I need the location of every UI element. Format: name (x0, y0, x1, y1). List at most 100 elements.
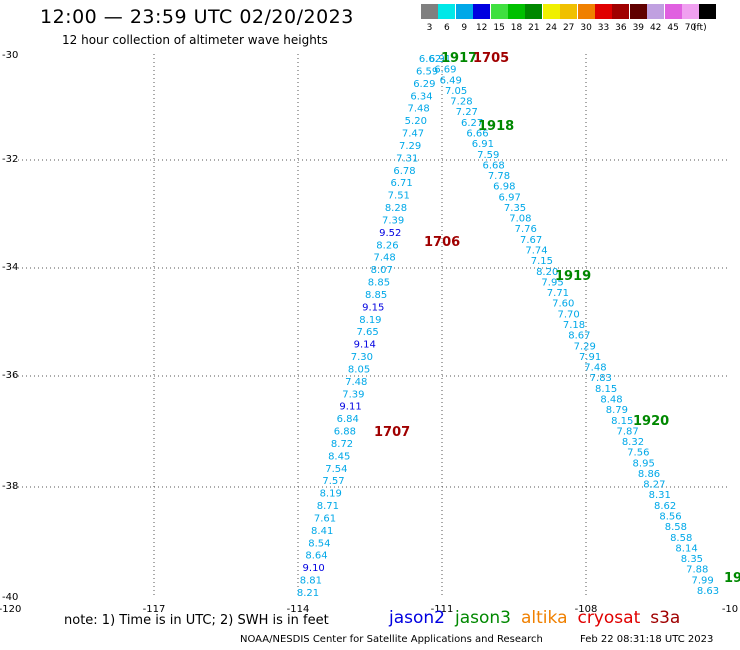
wave-height-value: 8.48 (600, 394, 622, 405)
wave-height-value: 7.39 (382, 215, 404, 226)
wave-height-value: 8.81 (300, 576, 322, 587)
wave-height-value: 9.15 (362, 302, 384, 313)
mission-label: s3a (650, 608, 681, 628)
wave-height-value: 8.27 (643, 480, 665, 491)
wave-height-value: 7.57 (322, 476, 344, 487)
wave-height-value: 8.63 (697, 586, 719, 597)
lon-tick-label: -114 (287, 604, 310, 615)
wave-height-value: 7.18 (563, 320, 585, 331)
scale-label: 12 (475, 23, 488, 33)
wave-height-value: 7.91 (579, 352, 601, 363)
wave-height-value: 7.54 (325, 464, 347, 475)
wave-height-value: 6.91 (472, 139, 494, 150)
scale-swatch (508, 4, 525, 19)
wave-height-value: 7.74 (525, 246, 547, 257)
lon-tick-label: -120 (0, 604, 21, 615)
axis-labels: -120 -117 -114 -111 -108 -10 -30 -32 -34 -36 -38 -4… (0, 50, 738, 615)
mission-label: cryosat (577, 608, 641, 628)
wave-height-value: 8.31 (649, 490, 671, 501)
wave-height-value: 7.27 (456, 107, 478, 118)
wave-height-value: 6.91 (429, 54, 451, 65)
wave-height-value: 7.39 (342, 389, 364, 400)
mission-legend: jason2 jason3 altika cryosat s3a (389, 608, 690, 628)
wave-height-value: 7.65 (356, 327, 378, 338)
wave-height-value: 7.30 (351, 352, 373, 363)
wave-height-value: 8.41 (311, 526, 333, 537)
mission-label: jason2 (389, 608, 445, 628)
lat-tick-label: -38 (2, 481, 18, 492)
wave-height-value: 7.47 (402, 129, 424, 140)
mission-label: altika (521, 608, 568, 628)
map-subtitle: 12 hour collection of altimeter wave hei… (62, 33, 328, 47)
wave-height-value: 7.70 (558, 309, 580, 320)
mission-label: jason3 (455, 608, 511, 628)
wave-height-value: 8.86 (638, 469, 660, 480)
lon-tick-label: -117 (143, 604, 166, 615)
wave-height-value: 8.72 (331, 439, 353, 450)
credit-line: NOAA/NESDIS Center for Satellite Applica… (240, 634, 543, 645)
wave-height-value: 6.97 (499, 192, 521, 203)
scale-label: 24 (545, 23, 558, 33)
wave-height-value: 8.20 (536, 267, 558, 278)
scale-swatch (490, 4, 508, 19)
wave-height-value: 9.10 (303, 563, 325, 574)
pass-time-label: 1918 (478, 119, 514, 134)
wave-height-value: 5.20 (405, 116, 427, 127)
pass-time-label: 1917 (441, 51, 477, 66)
wave-height-value: 8.85 (368, 278, 390, 289)
pass-time-label: 1707 (374, 425, 410, 440)
wave-height-value: 8.58 (665, 522, 687, 533)
scale-swatch (682, 4, 699, 19)
scale-unit: (ft) (693, 23, 707, 33)
scale-label: 21 (528, 23, 540, 33)
wave-height-value: 6.34 (410, 91, 432, 102)
wave-height-value: 6.71 (390, 178, 412, 189)
wave-height-value: 8.54 (308, 538, 330, 549)
wave-height-value: 9.14 (354, 340, 376, 351)
wave-height-value: 8.79 (606, 405, 628, 416)
wave-height-value: 7.83 (590, 373, 612, 384)
wave-height-value: 8.35 (681, 554, 703, 565)
scale-swatch (629, 4, 647, 19)
wave-height-value: 6.49 (440, 75, 462, 86)
lon-tick-label: -111 (431, 604, 454, 615)
wave-height-value: 7.48 (584, 363, 606, 374)
wave-height-value: 7.56 (627, 448, 649, 459)
wave-height-value: 9.52 (379, 228, 401, 239)
wave-height-value: 8.05 (348, 364, 370, 375)
scale-label: 15 (493, 23, 505, 33)
wave-height-value: 8.71 (317, 501, 339, 512)
wave-height-value: 6.29 (413, 79, 435, 90)
pass-time-label: 19 (724, 571, 740, 586)
generated-timestamp: Feb 22 08:31:18 UTC 2023 (580, 634, 714, 645)
wave-height-value: 7.87 (616, 426, 638, 437)
scale-swatch (664, 4, 682, 19)
wave-height-value: 7.29 (574, 341, 596, 352)
wave-height-value: 8.21 (297, 588, 319, 599)
wave-height-value: 7.05 (445, 86, 467, 97)
scale-label: 9 (461, 23, 468, 33)
lat-tick-label: -40 (2, 592, 18, 603)
scale-label: 45 (667, 23, 679, 33)
scale-label: 36 (615, 23, 627, 33)
wave-height-value: 8.19 (320, 489, 342, 500)
wave-height-value: 8.64 (305, 551, 327, 562)
scale-swatch (542, 4, 560, 19)
wave-height-value: 7.61 (314, 513, 336, 524)
scale-label: 6 (444, 23, 450, 33)
wave-height-value: 7.99 (692, 575, 714, 586)
lat-tick-label: -30 (2, 50, 18, 61)
scale-label: 27 (562, 23, 575, 33)
wave-height-value: 8.56 (659, 512, 681, 523)
scale-label: 18 (510, 23, 523, 33)
wave-height-value: 8.28 (385, 203, 407, 214)
lat-tick-label: -36 (2, 370, 18, 381)
altimeter-tracks: 6.626.596.296.347.485.207.477.297.316.78… (297, 54, 719, 599)
track-1917: 6.916.696.497.057.287.276.276.666.917.59… (429, 54, 719, 597)
wave-height-value: 6.66 (466, 128, 488, 139)
pass-time-label: 1919 (555, 269, 591, 284)
wave-height-value: 7.95 (541, 277, 563, 288)
scale-label: 3 (426, 23, 433, 33)
wave-height-value: 7.51 (388, 191, 410, 202)
